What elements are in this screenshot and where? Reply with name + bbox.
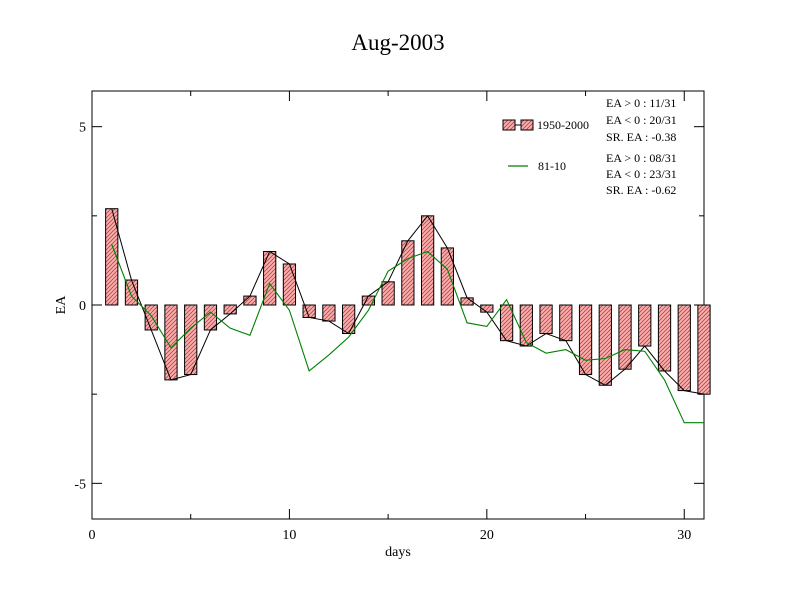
- y-axis-ticks: -5 0 5: [74, 121, 704, 492]
- bar-day-3: [144, 304, 158, 331]
- bar-day-23: [539, 304, 553, 335]
- stats-block-1: EA > 0 : 11/31 EA < 0 : 20/31 SR. EA : -…: [606, 96, 677, 144]
- x-tick-label-10: 10: [282, 528, 296, 543]
- bar-day-30: [677, 304, 691, 392]
- bar-day-29: [657, 304, 672, 372]
- x-tick-label-30: 30: [677, 528, 691, 543]
- comparison-series-line: [111, 244, 704, 424]
- bar-day-17: [420, 215, 435, 306]
- series-line-1950-2000: [111, 208, 705, 395]
- bar-day-12: [322, 304, 336, 322]
- bar-day-25: [578, 304, 593, 376]
- bar-day-28: [638, 304, 652, 347]
- stat-line-positive: EA > 0 : 08/31: [606, 151, 677, 165]
- y-tick-label-5: 5: [79, 121, 86, 136]
- legend-bar-swatch-right: [520, 119, 534, 131]
- bar-series: [105, 208, 711, 395]
- stats-block-2: EA > 0 : 08/31 EA < 0 : 23/31 SR. EA : -…: [606, 151, 677, 197]
- y-tick-label-0: 0: [79, 299, 86, 314]
- stat-line-negative: EA < 0 : 23/31: [606, 167, 677, 181]
- y-tick-label--5: -5: [74, 477, 86, 492]
- bar-day-9: [263, 251, 277, 306]
- x-tick-label-0: 0: [89, 528, 96, 543]
- bar-day-13: [342, 304, 356, 335]
- bar-day-31: [697, 304, 711, 395]
- bar-day-18: [440, 247, 454, 306]
- y-axis-label: EA: [54, 295, 69, 315]
- chart-title: Aug-2003: [351, 30, 444, 55]
- stat-bars-negative: EA < 0 : 20/31: [606, 113, 677, 127]
- series-line-81-10: [111, 244, 704, 424]
- bar-day-24: [559, 304, 573, 342]
- stat-bars-positive: EA > 0 : 11/31: [606, 96, 676, 110]
- bar-day-27: [618, 304, 632, 370]
- legend: 1950-2000 81-10 EA > 0 : 11/31 EA < 0 : …: [502, 96, 677, 197]
- legend-label-bars: 1950-2000: [537, 118, 589, 132]
- bar-series-line: [111, 208, 705, 395]
- x-tick-label-20: 20: [480, 528, 494, 543]
- stat-bars-sr: SR. EA : -0.38: [606, 130, 676, 144]
- legend-label-line: 81-10: [538, 159, 566, 173]
- legend-entry-line: 81-10: [508, 159, 566, 173]
- legend-bar-swatch-left: [502, 119, 516, 131]
- bar-day-26: [598, 304, 612, 386]
- x-axis-ticks: 0 10 20 30: [89, 91, 691, 543]
- bar-day-10: [282, 263, 297, 306]
- x-axis-label: days: [385, 545, 411, 560]
- bar-day-22: [519, 304, 533, 347]
- stat-line-sr: SR. EA : -0.62: [606, 183, 676, 197]
- legend-entry-bars: 1950-2000: [502, 118, 589, 132]
